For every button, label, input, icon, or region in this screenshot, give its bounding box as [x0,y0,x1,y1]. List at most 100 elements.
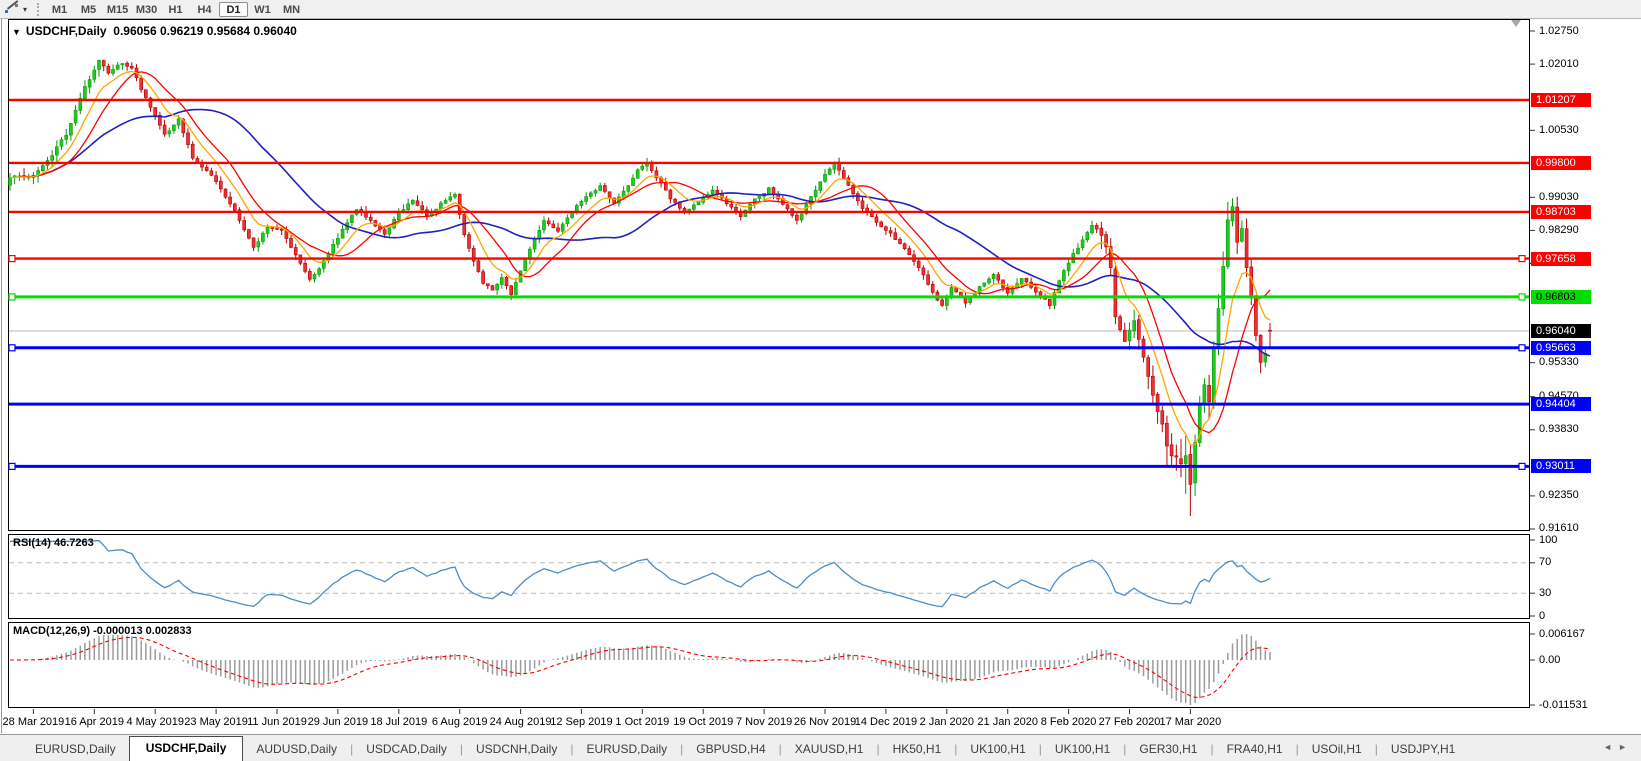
rsi-tick-label: 0 [1539,609,1546,622]
tab-separator: | [778,742,782,756]
timeframe-button-W1[interactable]: W1 [254,3,271,16]
rsi-tick-label: 30 [1539,586,1552,599]
macd-tick-label: -0.011531 [1539,698,1588,711]
chart-tab-hk50h1[interactable]: HK50,H1 [892,742,942,756]
chart-dropdown-icon[interactable]: ▼ [12,27,21,37]
chart-tab-usdcaddaily[interactable]: USDCAD,Daily [366,742,447,756]
tab-scroll-right-icon[interactable]: ► [1618,742,1633,752]
tab-separator: | [1295,742,1299,756]
date-label: 19 Oct 2019 [673,716,734,728]
chart-tab-eurusddaily[interactable]: EURUSD,Daily [35,742,116,756]
date-label: 21 Jan 2020 [977,716,1038,728]
date-label: 8 Feb 2020 [1040,716,1097,728]
chart-tab-gbpusdh4[interactable]: GBPUSD,H4 [696,742,766,756]
price-line-badge[interactable]: 0.95663 [1531,340,1591,355]
timeframe-button-H1[interactable]: H1 [168,3,183,16]
date-label: 6 Aug 2019 [431,716,488,728]
price-line-badge[interactable]: 0.99800 [1531,155,1591,170]
time-axis[interactable] [0,709,1641,734]
chart-tab-bar: EURUSD,Daily USDCHF,Daily AUDUSD,Daily | USD… [0,734,1641,761]
price-line-badge[interactable]: 0.98703 [1531,204,1591,219]
price-tick-label: 1.00530 [1539,123,1579,136]
chart-tab-usdchfdaily[interactable]: USDCHF,Daily [128,736,244,761]
tab-separator: | [350,742,354,756]
tab-separator: | [1210,742,1214,756]
main-price-panel[interactable] [8,19,1530,531]
date-label: 14 Dec 2019 [854,716,918,728]
date-label: 23 May 2019 [184,716,248,728]
macd-panel[interactable] [8,622,1530,708]
price-tick-label: 1.02750 [1539,24,1579,37]
timeframe-button-M30[interactable]: M30 [135,3,158,16]
chart-tab-usdjpyh1[interactable]: USDJPY,H1 [1390,742,1456,756]
rsi-tick-label: 70 [1539,556,1552,569]
price-tick-label: 0.95330 [1539,356,1579,369]
chart-tab-ger30h1[interactable]: GER30,H1 [1139,742,1198,756]
chart-tab-audusddaily[interactable]: AUDUSD,Daily [256,742,338,756]
rsi-indicator-label: RSI(14) 46.7263 [13,537,94,549]
line-studies-icon[interactable] [3,0,21,17]
tab-separator: | [876,742,880,756]
macd-tick-label: 0.006167 [1539,627,1585,640]
price-tick-label: 0.91610 [1539,522,1579,535]
timeframe-toolbar: ▾ M1 M5 M15 M30 H1 H4 D1 W1 MN [0,0,1641,19]
tab-separator: | [459,742,463,756]
rsi-tick-label: 100 [1539,533,1558,546]
macd-tick-label: 0.00 [1539,653,1561,666]
tab-separator: | [954,742,958,756]
chart-tab-uk100h1[interactable]: UK100,H1 [970,742,1026,756]
timeframe-button-H4[interactable]: H4 [197,3,212,16]
price-tick-label: 0.92350 [1539,489,1579,502]
tab-nav-arrows: ◄► [1603,742,1633,752]
timeframe-button-D1[interactable]: D1 [219,1,249,17]
date-label: 28 Mar 2019 [2,716,65,728]
timeframe-button-M1[interactable]: M1 [51,3,68,16]
date-label: 26 Nov 2019 [793,716,857,728]
dropdown-caret-icon[interactable]: ▾ [23,4,28,14]
date-label: 18 Jul 2019 [370,716,428,728]
chart-tab-fra40h1[interactable]: FRA40,H1 [1226,742,1283,756]
chart-title: ▼ USDCHF,Daily 0.96056 0.96219 0.95684 0.… [12,24,297,38]
date-label: 7 Nov 2019 [735,716,793,728]
date-label: 17 Mar 2020 [1159,716,1222,728]
chart-tab-uk100h1[interactable]: UK100,H1 [1054,742,1111,756]
tab-separator: | [680,742,684,756]
macd-indicator-label: MACD(12,26,9) -0.000013 0.002833 [13,625,192,637]
date-label: 24 Aug 2019 [489,716,552,728]
price-tick-label: 0.98290 [1539,223,1579,236]
current-price-badge: 0.96040 [1531,323,1591,338]
tab-scroll-left-icon[interactable]: ◄ [1603,742,1619,752]
price-line-badge[interactable]: 0.97658 [1531,251,1591,266]
tab-separator: | [1374,742,1378,756]
date-label: 16 Apr 2019 [64,716,124,728]
chart-tab-eurusddaily[interactable]: EURUSD,Daily [586,742,668,756]
tab-separator: | [1123,742,1127,756]
window-left-edge [1,19,2,733]
price-line-badge[interactable]: 0.94404 [1531,397,1591,412]
price-line-badge[interactable]: 0.93011 [1531,459,1591,474]
date-label: 1 Oct 2019 [615,716,670,728]
date-label: 29 Jun 2019 [307,716,369,728]
timeframe-button-M5[interactable]: M5 [80,3,97,16]
price-tick-label: 0.93830 [1539,423,1579,436]
chart-tab-usoilh1[interactable]: USOil,H1 [1311,742,1362,756]
date-label: 27 Feb 2020 [1098,716,1161,728]
timeframe-button-MN[interactable]: MN [282,3,301,16]
price-line-badge[interactable]: 0.96803 [1531,289,1591,304]
rsi-panel[interactable] [8,534,1530,619]
date-label: 2 Jan 2020 [919,716,975,728]
timeframe-button-M15[interactable]: M15 [106,3,129,16]
chart-tab-usdcnhdaily[interactable]: USDCNH,Daily [476,742,558,756]
chart-symbol-period: USDCHF,Daily [25,24,107,38]
date-label: 4 May 2019 [126,716,184,728]
date-label: 11 Jun 2019 [247,716,307,728]
price-tick-label: 1.02010 [1539,57,1579,70]
chart-ohlc-values: 0.96056 0.96219 0.95684 0.96040 [113,24,297,38]
date-label: 12 Sep 2019 [550,716,613,728]
tab-separator: | [570,742,574,756]
chart-tab-xauusdh1[interactable]: XAUUSD,H1 [794,742,864,756]
tab-separator: | [1038,742,1042,756]
toolbar-grip[interactable] [37,2,40,16]
price-line-badge[interactable]: 1.01207 [1531,92,1591,107]
